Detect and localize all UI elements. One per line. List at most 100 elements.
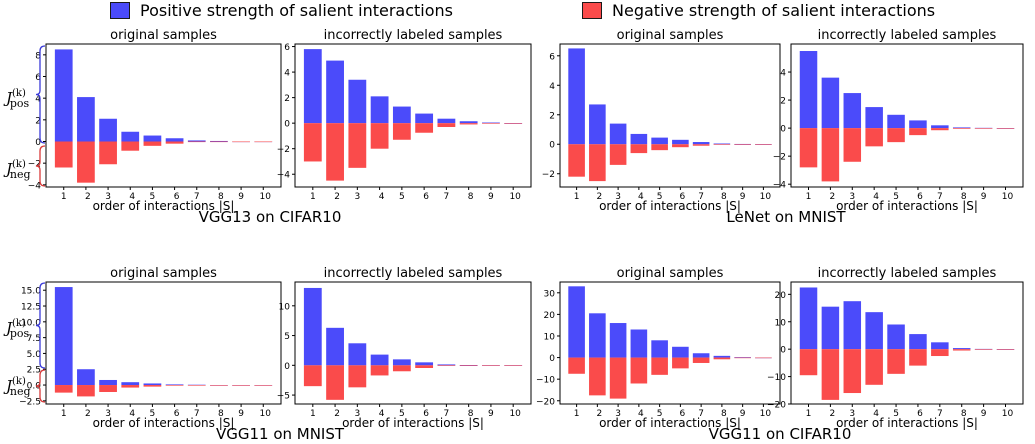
x-tick-label: 2 [830, 192, 836, 202]
chart-3: original samples −2 0 2 4 6 1 2 3 4 5 6 7 8 9 10 order o… [542, 28, 781, 213]
bar-negative [392, 365, 411, 372]
bar-negative [734, 144, 751, 145]
plot-frame [559, 281, 781, 405]
bar-positive [210, 140, 228, 142]
bar-negative [459, 123, 478, 125]
bar-positive [931, 125, 949, 129]
bar-negative [568, 144, 585, 177]
y-tick-label: −5 [277, 392, 290, 402]
chart-2: incorrectly labeled samples −4 −2 0 2 4 6 1 2 3 4 5… [277, 28, 532, 202]
x-axis-label: order of interactions |S| [93, 199, 235, 213]
x-tick-label: 4 [873, 192, 879, 202]
bracket-negative-top [35, 145, 46, 187]
y-tick-label: −20 [767, 401, 786, 411]
x-tick-label: 2 [85, 409, 91, 419]
y-tick-label: 0 [35, 138, 41, 148]
y-tick-label: −4 [773, 181, 787, 191]
x-tick-label: 8 [961, 409, 967, 419]
x-axis-label: order of interactions |S| [836, 199, 978, 213]
bar-positive [348, 79, 367, 124]
bar-positive [909, 120, 927, 129]
group-title-vgg11-mnist: VGG11 on MNIST [215, 425, 345, 443]
x-tick-label: 8 [721, 192, 727, 202]
y-tick-label: 20 [544, 311, 556, 321]
legend-negative: Negative strength of salient interaction… [582, 0, 935, 20]
plot-frame [45, 281, 282, 405]
bar-negative [996, 128, 1015, 129]
y-tick-label: 0.0 [27, 382, 42, 392]
bar-positive [348, 343, 367, 366]
y-tick-label: −10 [536, 376, 555, 386]
bar-positive [99, 118, 117, 142]
x-tick-label: 9 [740, 192, 746, 202]
x-tick-label: 2 [334, 409, 340, 419]
x-tick-label: 2 [334, 192, 340, 202]
y-tick-label: 4 [35, 95, 41, 105]
bar-negative [799, 128, 818, 168]
chart-title: incorrectly labeled samples [324, 28, 503, 43]
bar-positive [713, 355, 731, 358]
bar-negative [568, 357, 585, 374]
x-tick-label: 10 [760, 409, 772, 419]
bar-positive [326, 327, 344, 366]
x-tick-label: 5 [657, 409, 663, 419]
y-tick-label: −10 [767, 373, 786, 383]
x-tick-label: 5 [399, 409, 405, 419]
bar-negative [952, 349, 971, 351]
x-tick-label: 4 [379, 409, 385, 419]
bar-negative [348, 123, 367, 168]
bar-negative [609, 357, 627, 399]
x-tick-label: 7 [937, 409, 943, 419]
y-tick-label: −2 [28, 160, 41, 170]
x-tick-label: 4 [129, 192, 135, 202]
plot-frame [294, 43, 532, 188]
x-tick-label: 3 [354, 409, 360, 419]
bar-positive [568, 48, 585, 145]
bar-negative [755, 144, 772, 145]
x-tick-label: 10 [760, 192, 772, 202]
plot-frame [45, 43, 282, 188]
y-tick-label: 4 [549, 82, 555, 92]
bar-negative [821, 128, 840, 182]
chart-title: original samples [617, 266, 724, 281]
x-tick-label: 6 [423, 409, 429, 419]
y-tick-label: 6 [549, 52, 555, 62]
bar-positive [589, 104, 606, 145]
x-tick-label: 7 [194, 409, 200, 419]
chart-7: original samples −20 −10 0 10 20 30 1 2 3 4 5 6 7 8 9 10… [536, 266, 781, 430]
x-tick-label: 9 [740, 409, 746, 419]
bar-negative [348, 365, 367, 388]
bar-positive [187, 140, 206, 142]
bar-negative [931, 349, 949, 357]
bar-positive [692, 353, 710, 358]
y-tick-label: 0 [780, 346, 786, 356]
bar-negative [713, 357, 731, 360]
bar-positive [165, 384, 184, 386]
bar-negative [326, 365, 344, 400]
y-tick-label: 0 [549, 354, 555, 364]
bar-positive [370, 354, 389, 366]
bar-negative [165, 385, 184, 386]
y-tick-label: 30 [544, 289, 556, 299]
chart-6: incorrectly labeled samples −5 0 5 10 1 2 3 4 5 6 7… [277, 266, 532, 430]
bar-positive [482, 122, 500, 124]
bar-positive [54, 49, 73, 142]
x-tick-label: 3 [354, 192, 360, 202]
y-tick-label: 0 [549, 141, 555, 151]
bar-negative [77, 141, 95, 183]
bar-negative [504, 123, 523, 124]
bracket-positive-bottom [35, 282, 46, 369]
legend-negative-label: Negative strength of salient interaction… [612, 0, 936, 20]
bar-negative [459, 365, 478, 366]
x-tick-label: 4 [638, 192, 644, 202]
x-tick-label: 3 [615, 192, 621, 202]
y-tick-label: 0 [780, 125, 786, 135]
x-tick-label: 6 [680, 192, 686, 202]
bar-positive [121, 382, 140, 386]
j-pos-label-bottom: J(k) pos [3, 318, 30, 340]
bar-positive [143, 383, 162, 386]
bar-negative [232, 141, 250, 143]
y-tick-label: 5 [284, 332, 290, 342]
y-tick-label: −2 [277, 145, 290, 155]
x-tick-label: 4 [129, 409, 135, 419]
